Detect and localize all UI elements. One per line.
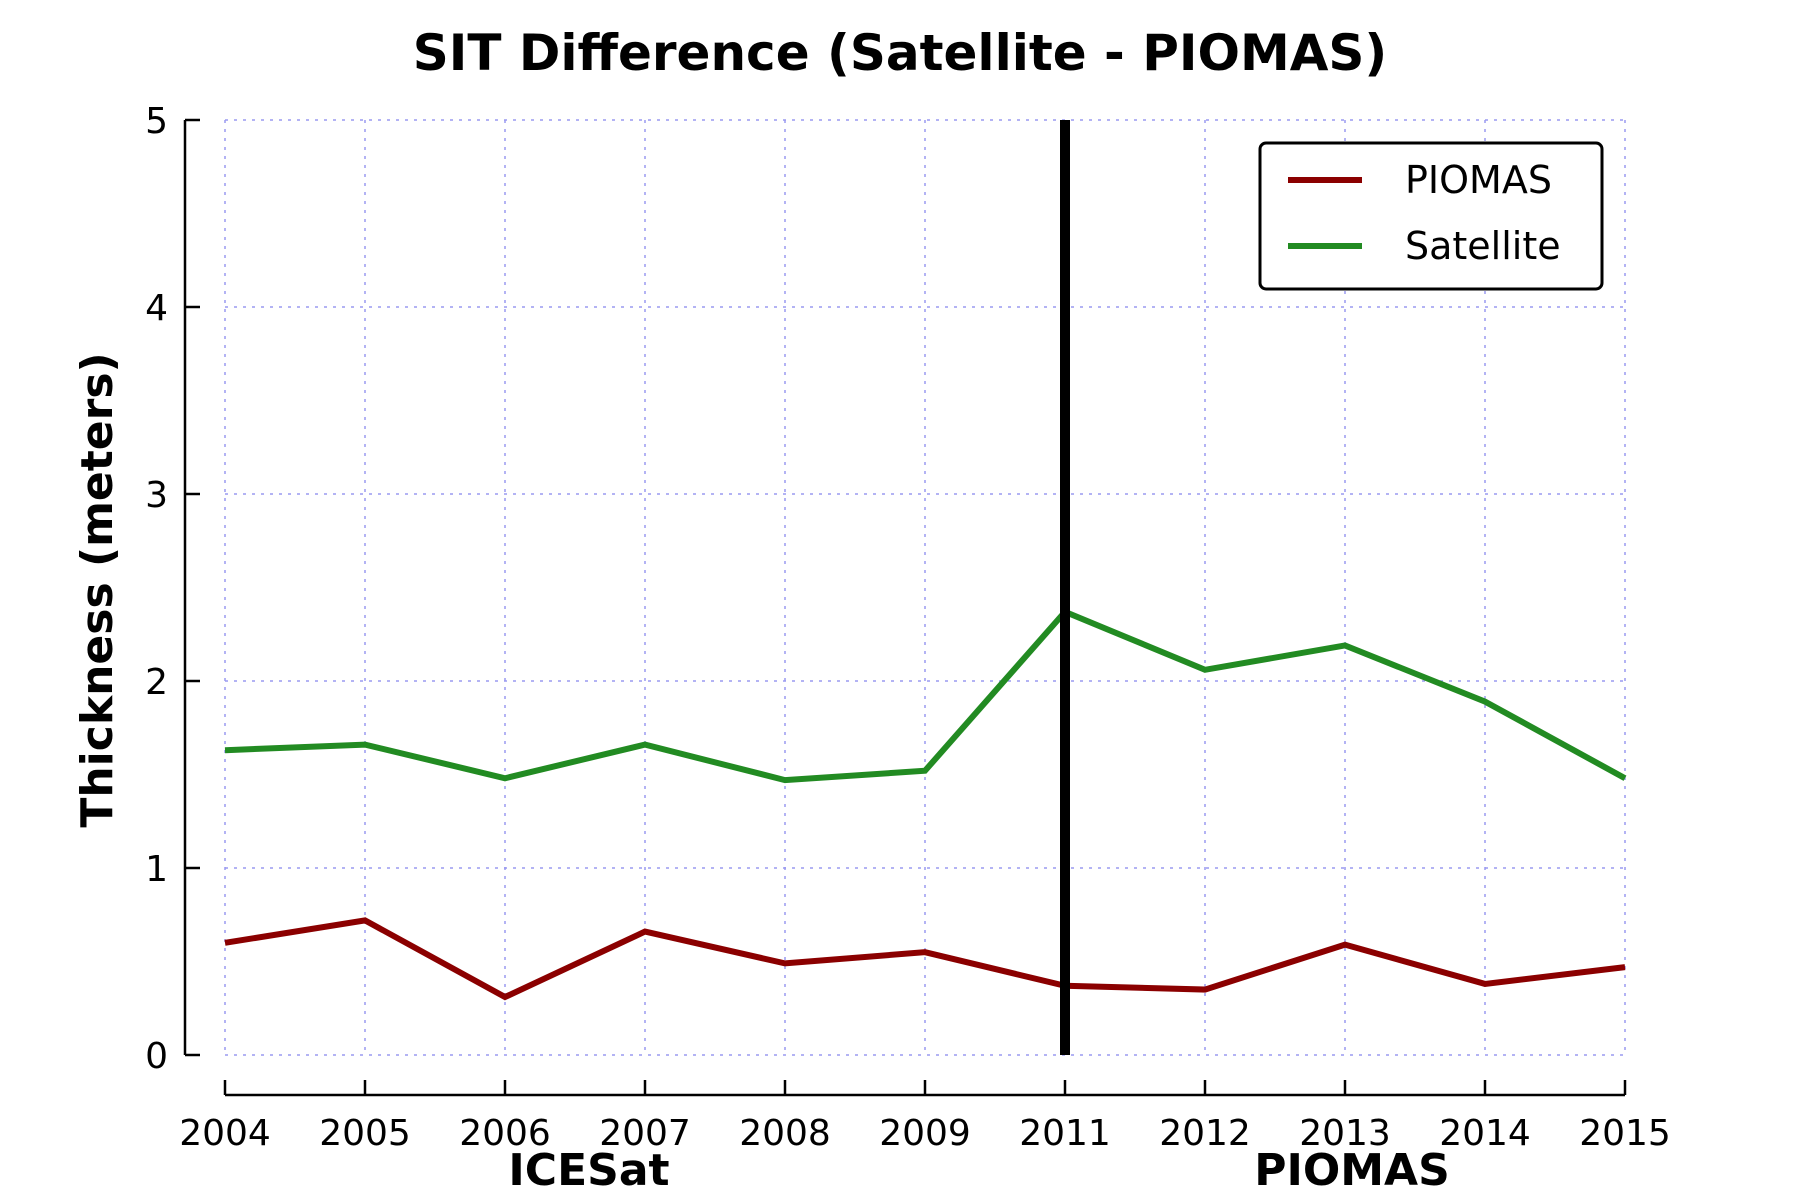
section-label-icesat: ICESat bbox=[508, 1145, 669, 1196]
x-tick-label: 2014 bbox=[1439, 1113, 1531, 1154]
legend-label-satellite: Satellite bbox=[1405, 224, 1561, 268]
x-tick-label: 2008 bbox=[739, 1113, 831, 1154]
x-tick-label: 2013 bbox=[1299, 1113, 1391, 1154]
y-ticks: 0 1 2 3 4 5 bbox=[145, 101, 200, 1077]
y-tick-label: 3 bbox=[145, 475, 168, 516]
x-tick-label: 2005 bbox=[319, 1113, 411, 1154]
x-tick-label: 2004 bbox=[179, 1113, 271, 1154]
x-tick-label: 2012 bbox=[1159, 1113, 1251, 1154]
series bbox=[224, 608, 1627, 1001]
x-tick-label: 2011 bbox=[1019, 1113, 1111, 1154]
y-tick-label: 1 bbox=[145, 849, 168, 890]
legend: PIOMAS Satellite bbox=[1258, 141, 1604, 291]
y-tick-label: 2 bbox=[145, 662, 168, 703]
x-tick-label: 2015 bbox=[1579, 1113, 1671, 1154]
section-labels: ICESat PIOMAS bbox=[508, 1145, 1449, 1196]
y-tick-label: 0 bbox=[145, 1036, 168, 1077]
legend-label-piomas: PIOMAS bbox=[1405, 158, 1552, 202]
x-tick-label: 2009 bbox=[879, 1113, 971, 1154]
chart-title: SIT Difference (Satellite - PIOMAS) bbox=[413, 24, 1388, 82]
y-axis-title: Thickness (meters) bbox=[72, 352, 123, 827]
x-ticks: 2004 2005 2006 2007 2008 2009 2011 2012 2013 2014… bbox=[179, 1080, 1671, 1154]
section-label-piomas: PIOMAS bbox=[1254, 1145, 1450, 1196]
x-tick-label: 2007 bbox=[599, 1113, 691, 1154]
y-tick-label: 5 bbox=[145, 101, 168, 142]
y-tick-label: 4 bbox=[145, 288, 168, 329]
series-line-satellite bbox=[224, 608, 1627, 784]
x-tick-label: 2006 bbox=[459, 1113, 551, 1154]
